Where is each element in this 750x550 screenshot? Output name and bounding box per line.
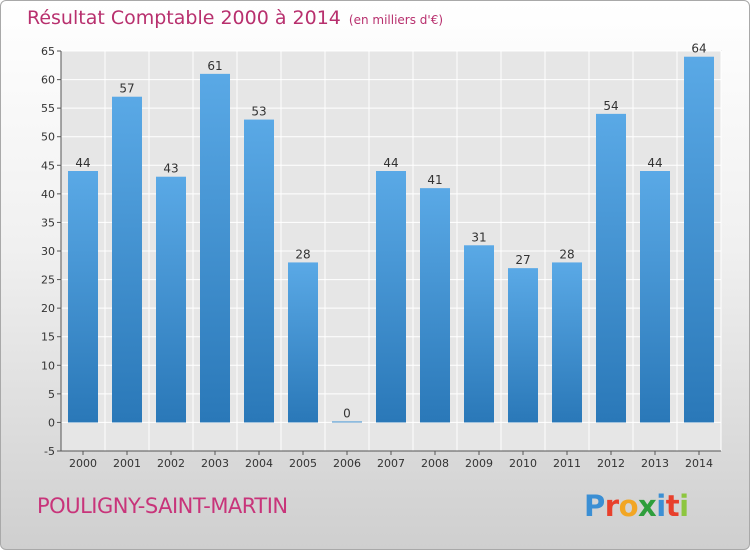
x-tick-label-2011: 2011: [553, 457, 581, 470]
y-tick-label: 60: [41, 74, 55, 87]
logo-letter: x: [638, 489, 657, 523]
data-label-2000: 44: [75, 156, 90, 170]
logo-letter: t: [665, 489, 680, 523]
y-axis: -5 0 5 10 15 20 25 30 35 40 45 50 55 60 65: [41, 45, 62, 458]
data-label-2008: 41: [427, 173, 442, 187]
y-tick-label: 30: [41, 245, 55, 258]
y-tick-label: 50: [41, 131, 55, 144]
proxiti-logo: Proxiti: [584, 489, 689, 523]
y-tick-label: 55: [41, 102, 55, 115]
x-tick-label-2012: 2012: [597, 457, 625, 470]
data-label-2004: 53: [251, 105, 266, 119]
y-tick-label: 0: [48, 416, 55, 429]
logo-letter: i: [679, 489, 689, 523]
data-label-2014: 64: [691, 42, 706, 56]
bar-2005: [288, 262, 318, 423]
data-label-2009: 31: [471, 230, 486, 244]
logo-letter: r: [604, 489, 619, 523]
bar-2000: [68, 171, 98, 423]
y-tick-label: 40: [41, 188, 55, 201]
x-tick-label-2003: 2003: [201, 457, 229, 470]
data-label-2002: 43: [163, 162, 178, 176]
bar-2007: [376, 171, 406, 423]
data-label-2013: 44: [647, 156, 662, 170]
bar-2008: [420, 188, 450, 423]
x-tick-label-2010: 2010: [509, 457, 537, 470]
x-tick-label-2001: 2001: [113, 457, 141, 470]
y-tick-label: 15: [41, 331, 55, 344]
bars-group: 44 57 43 61 53 28 0 44 41 31 27 28 54 44 64: [68, 42, 714, 423]
x-tick-label-2008: 2008: [421, 457, 449, 470]
logo-letter: o: [618, 489, 639, 523]
bar-2002: [156, 176, 186, 423]
y-tick-label: 45: [41, 159, 55, 172]
bar-2014: [684, 56, 714, 423]
bar-2003: [200, 73, 230, 423]
x-tick-label-2005: 2005: [289, 457, 317, 470]
x-tick-label-2006: 2006: [333, 457, 361, 470]
y-tick-label: 35: [41, 216, 55, 229]
chart-title-main: Résultat Comptable 2000 à 2014: [27, 7, 341, 29]
data-label-2007: 44: [383, 156, 398, 170]
bar-2013: [640, 171, 670, 423]
logo-letter: i: [656, 489, 666, 523]
logo-letter: P: [584, 489, 605, 523]
y-tick-label: 10: [41, 359, 55, 372]
data-label-2011: 28: [559, 247, 574, 261]
data-label-2006: 0: [343, 406, 351, 420]
x-tick-label-2004: 2004: [245, 457, 273, 470]
bar-2001: [112, 96, 142, 423]
y-tick-label: -5: [44, 445, 55, 458]
y-tick-label: 5: [48, 388, 55, 401]
bar-2004: [244, 119, 274, 423]
bar-2006: [332, 421, 362, 423]
data-label-2001: 57: [119, 82, 134, 96]
data-label-2003: 61: [207, 59, 222, 73]
y-tick-label: 20: [41, 302, 55, 315]
data-label-2005: 28: [295, 247, 310, 261]
city-name: POULIGNY-SAINT-MARTIN: [37, 494, 288, 518]
chart-unit-label: (en milliers d'€): [348, 13, 444, 27]
x-tick-label-2000: 2000: [69, 457, 97, 470]
bar-2009: [464, 245, 494, 423]
x-tick-label-2014: 2014: [685, 457, 713, 470]
y-tick-label: 25: [41, 274, 55, 287]
x-tick-label-2002: 2002: [157, 457, 185, 470]
bar-2012: [596, 113, 626, 423]
data-label-2010: 27: [515, 253, 530, 267]
y-tick-label: 65: [41, 45, 55, 58]
chart-title: Résultat Comptable 2000 à 2014 (en millie…: [27, 7, 443, 29]
x-axis: 2000 2001 2002 2003 2004 2005 2006 2007 2008 2009…: [61, 450, 721, 470]
x-tick-label-2013: 2013: [641, 457, 669, 470]
bar-2011: [552, 262, 582, 423]
x-tick-label-2009: 2009: [465, 457, 493, 470]
bar-2010: [508, 268, 538, 423]
x-tick-label-2007: 2007: [377, 457, 405, 470]
data-label-2012: 54: [603, 99, 618, 113]
